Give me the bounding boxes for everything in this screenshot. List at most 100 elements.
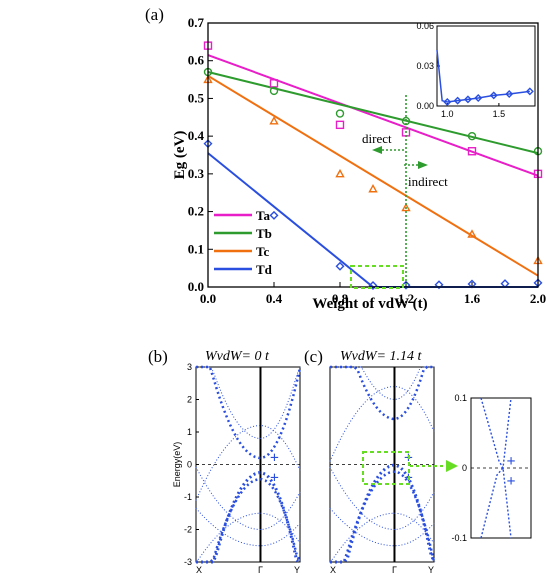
point-Ta xyxy=(335,120,345,130)
panel-a-label: (a) xyxy=(145,5,164,24)
band-y-tick-label: -3 xyxy=(184,557,192,567)
inset-y-tick-label: 0.06 xyxy=(416,21,434,31)
panel-b: (b) WvdW= 0 t X Γ Y 3 2 1 0 -1 -2 -3 Energy(eV) + + xyxy=(148,347,302,575)
point-Tc xyxy=(368,184,378,193)
y-tick-label: 0.3 xyxy=(188,166,205,181)
panel-a: (a) 0.0 0.4 0.8 1.2 1.6 2.0 0.0 0.1 0.2 0.3 0.4 0.5… xyxy=(145,5,546,312)
point-Tb xyxy=(467,131,477,141)
band-curve xyxy=(329,386,435,462)
inset-point xyxy=(505,90,514,98)
y-tick-label: 0.0 xyxy=(188,279,204,294)
k-label-y: Y xyxy=(428,565,434,575)
y-tick-label: 0.2 xyxy=(188,204,204,219)
point-Td xyxy=(335,261,345,271)
plot-a-frame xyxy=(207,22,539,288)
band-curve xyxy=(196,477,302,564)
point-Td xyxy=(269,210,279,220)
point-Tc xyxy=(401,202,411,212)
zoom-band-lower xyxy=(480,466,512,539)
y-tick-label: 0.6 xyxy=(188,53,205,68)
plus-sign-lower: + xyxy=(270,470,279,487)
inset-frame xyxy=(436,25,536,107)
band-frame xyxy=(195,366,301,563)
inset-point xyxy=(474,94,483,102)
band-curve xyxy=(195,512,301,563)
direct-arrowhead xyxy=(372,146,382,154)
y-axis-label: Eg (eV) xyxy=(172,131,188,180)
band-curve xyxy=(195,507,301,547)
panel-c: (c) WvdW= 1.14 t X Γ Y + + 0.1 0 -0.1 + + xyxy=(304,347,532,575)
x-tick-label: 0.4 xyxy=(266,291,283,306)
y-tick-label: 0.4 xyxy=(188,128,205,143)
point-Tb xyxy=(269,86,279,96)
k-label-x: X xyxy=(196,565,202,575)
band-curve xyxy=(196,366,301,439)
band-curve xyxy=(195,425,301,501)
plus-sign-upper: + xyxy=(270,450,279,467)
band-y-tick-label: -2 xyxy=(184,525,192,535)
zoom-plus-upper: + xyxy=(506,453,515,470)
panel-c-title: WvdW= 1.14 t xyxy=(340,349,422,364)
point-Tb xyxy=(335,109,345,118)
k-label-gamma: Γ xyxy=(392,565,397,575)
x-tick-label: 1.6 xyxy=(464,291,481,306)
inset-x-tick-label: 1.5 xyxy=(493,109,506,119)
point-Tc xyxy=(269,116,279,125)
band-curve xyxy=(195,466,301,530)
x-tick-label: 0.8 xyxy=(332,291,349,306)
indirect-arrowhead xyxy=(418,161,428,169)
y-tick-label: 0.1 xyxy=(188,241,204,256)
inset-y-tick-label: 0.03 xyxy=(416,61,434,71)
point-Td xyxy=(401,280,411,290)
band-curve xyxy=(329,512,435,563)
band-curve xyxy=(329,466,435,530)
band-y-tick-label: 1 xyxy=(187,427,192,437)
inset-line xyxy=(436,49,530,103)
fit-line-Tc xyxy=(207,74,539,277)
panel-c-label: (c) xyxy=(304,347,323,366)
point-Tc xyxy=(335,168,345,178)
band-y-tick-label: 2 xyxy=(187,395,192,405)
zoom-y-tick-label: 0 xyxy=(462,463,467,473)
band-y-tick-label: -1 xyxy=(184,492,192,502)
x-tick-label: 2.0 xyxy=(530,291,546,306)
band-y-tick-label: 0 xyxy=(187,460,192,470)
legend-label-Ta: Ta xyxy=(256,208,270,223)
inset-x-tick-label: 1.0 xyxy=(441,109,454,119)
zoom-inset: 0.1 0 -0.1 + + xyxy=(451,393,532,543)
inset-y-tick-label: 0.00 xyxy=(416,101,434,111)
legend: Ta Tb Tc Td xyxy=(214,208,273,277)
band-curve xyxy=(329,507,435,547)
inset-plot: 1.0 1.5 0.00 0.03 0.06 xyxy=(416,21,536,119)
k-label-x: X xyxy=(330,565,336,575)
zoom-y-tick-label: -0.1 xyxy=(451,533,467,543)
band-y-axis-label: Energy(eV) xyxy=(172,442,182,488)
y-tick-label: 0.7 xyxy=(188,15,205,30)
direct-label: direct xyxy=(362,131,392,146)
band-frame xyxy=(329,366,435,563)
band-y-tick-label: 3 xyxy=(187,362,192,372)
band-curve xyxy=(330,470,436,564)
zoom-band-upper xyxy=(480,397,512,471)
legend-label-Td: Td xyxy=(256,262,273,277)
highlight-box-a xyxy=(350,265,404,289)
band-curve xyxy=(330,365,434,421)
inset-point xyxy=(443,98,452,106)
point-Tc xyxy=(467,229,477,238)
legend-label-Tb: Tb xyxy=(256,226,272,241)
panel-b-title: WvdW= 0 t xyxy=(205,349,270,364)
indirect-label: indirect xyxy=(408,174,448,189)
zoom-arrowhead xyxy=(446,460,458,472)
k-label-y: Y xyxy=(294,565,300,575)
inset-point xyxy=(463,95,472,104)
k-label-gamma: Γ xyxy=(258,565,263,575)
point-Ta xyxy=(467,147,477,156)
inset-point xyxy=(525,87,534,96)
inset-point xyxy=(453,96,462,105)
x-tick-label: 1.2 xyxy=(398,291,414,306)
zoom-plus-lower: + xyxy=(506,473,515,490)
inset-point xyxy=(489,91,498,100)
point-Td xyxy=(434,280,444,290)
band-curve xyxy=(330,366,434,400)
